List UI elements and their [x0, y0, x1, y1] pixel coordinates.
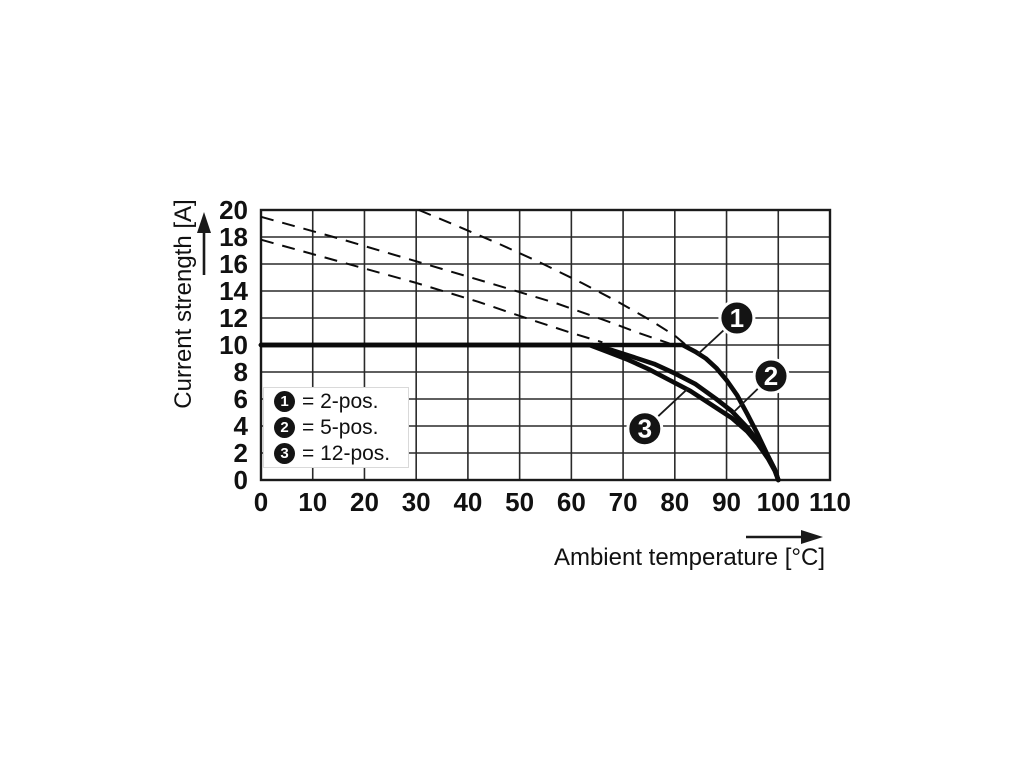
legend-item-12pos: 3 = 12-pos. [274, 441, 408, 466]
series-extension-dashed-3 [260, 238, 603, 344]
series-12-pos. [258, 342, 781, 483]
legend-item-5pos: 2 = 5-pos. [274, 415, 408, 440]
x-tick-label: 110 [809, 487, 851, 517]
legend-symbol-3-icon: 3 [274, 443, 295, 464]
legend-label-12pos: = 12-pos. [302, 441, 391, 465]
callout-bubble-3 [626, 410, 664, 448]
x-tick-label: 100 [757, 487, 800, 517]
y-tick-label: 2 [234, 438, 248, 468]
x-axis-title: Ambient temperature [°C] [553, 544, 825, 571]
y-tick-label: 4 [234, 411, 249, 441]
callout-number-3: 3 [638, 414, 652, 444]
series-extension-dashed-2 [260, 215, 670, 345]
y-tick-label: 6 [234, 384, 248, 414]
legend: 1 = 2-pos. 2 = 5-pos. 3 = 12-pos. [263, 387, 409, 468]
y-tick-label: 10 [219, 330, 248, 360]
y-tick-label: 14 [219, 276, 248, 306]
callout-number-2: 2 [764, 361, 778, 391]
y-axis-arrow-icon [197, 212, 211, 275]
legend-label-2pos: = 2-pos. [302, 389, 379, 413]
y-tick-label: 20 [219, 195, 248, 225]
series-layer [258, 209, 781, 483]
y-axis-title: Current strength [A] [170, 199, 197, 409]
x-tick-label: 90 [712, 487, 741, 517]
callout-bubble-1 [718, 299, 756, 337]
x-tick-label: 50 [505, 487, 534, 517]
y-tick-label: 8 [234, 357, 248, 387]
x-tick-label: 10 [298, 487, 327, 517]
x-axis-arrow-icon [746, 530, 823, 544]
y-tick-label: 12 [219, 303, 248, 333]
legend-item-2pos: 1 = 2-pos. [274, 389, 408, 414]
callout-bubble-2 [752, 357, 790, 395]
series-extension-dashed-1 [418, 209, 697, 354]
tick-label-layer: 0 10 20 30 40 50 60 70 80 90 100 110024681012141618… [219, 195, 851, 517]
x-tick-label: 40 [453, 487, 482, 517]
x-tick-label: 80 [660, 487, 689, 517]
legend-label-5pos: = 5-pos. [302, 415, 379, 439]
y-tick-label: 0 [234, 465, 248, 495]
x-tick-label: 60 [557, 487, 586, 517]
callout-number-1: 1 [730, 303, 744, 333]
x-tick-label: 70 [609, 487, 638, 517]
x-tick-label: 20 [350, 487, 379, 517]
legend-symbol-2-icon: 2 [274, 417, 295, 438]
x-tick-label: 30 [402, 487, 431, 517]
callout-layer: 12 3 [626, 299, 790, 448]
legend-symbol-1-icon: 1 [274, 391, 295, 412]
y-tick-label: 18 [219, 222, 248, 252]
x-tick-label: 0 [254, 487, 268, 517]
y-tick-label: 16 [219, 249, 248, 279]
